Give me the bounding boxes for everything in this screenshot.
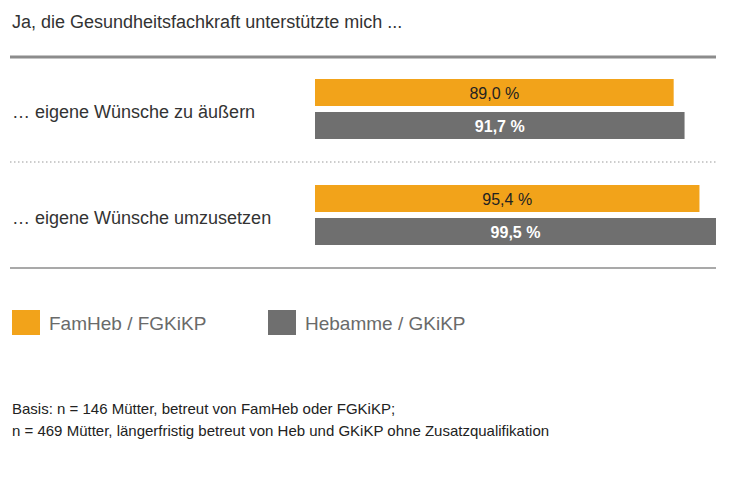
legend-swatch (12, 310, 40, 335)
title: Ja, die Gesundheitsfachkraft unterstützt… (12, 12, 402, 32)
legend-label: Hebamme / GKiKP (305, 313, 466, 334)
data-label: 89,0 % (469, 85, 519, 102)
data-label: 91,7 % (475, 118, 525, 135)
category-label: … eigene Wünsche umzusetzen (12, 208, 271, 228)
bar (315, 79, 674, 106)
bar (315, 218, 716, 245)
note: Basis: n = 146 Mütter, betreut von FamHe… (12, 400, 395, 417)
data-label: 95,4 % (482, 191, 532, 208)
top-rule (10, 56, 716, 59)
legend-label: FamHeb / FGKiKP (49, 313, 206, 334)
data-label: 99,5 % (491, 224, 541, 241)
note: n = 469 Mütter, längerfristig betreut vo… (12, 422, 549, 439)
bottom-rule (10, 267, 716, 269)
bar (315, 112, 685, 139)
group-separator (10, 161, 716, 162)
category-label: … eigene Wünsche zu äußern (12, 102, 255, 122)
chart: Ja, die Gesundheitsfachkraft unterstützt… (0, 0, 730, 477)
bar (315, 185, 699, 212)
legend-swatch (268, 310, 296, 335)
